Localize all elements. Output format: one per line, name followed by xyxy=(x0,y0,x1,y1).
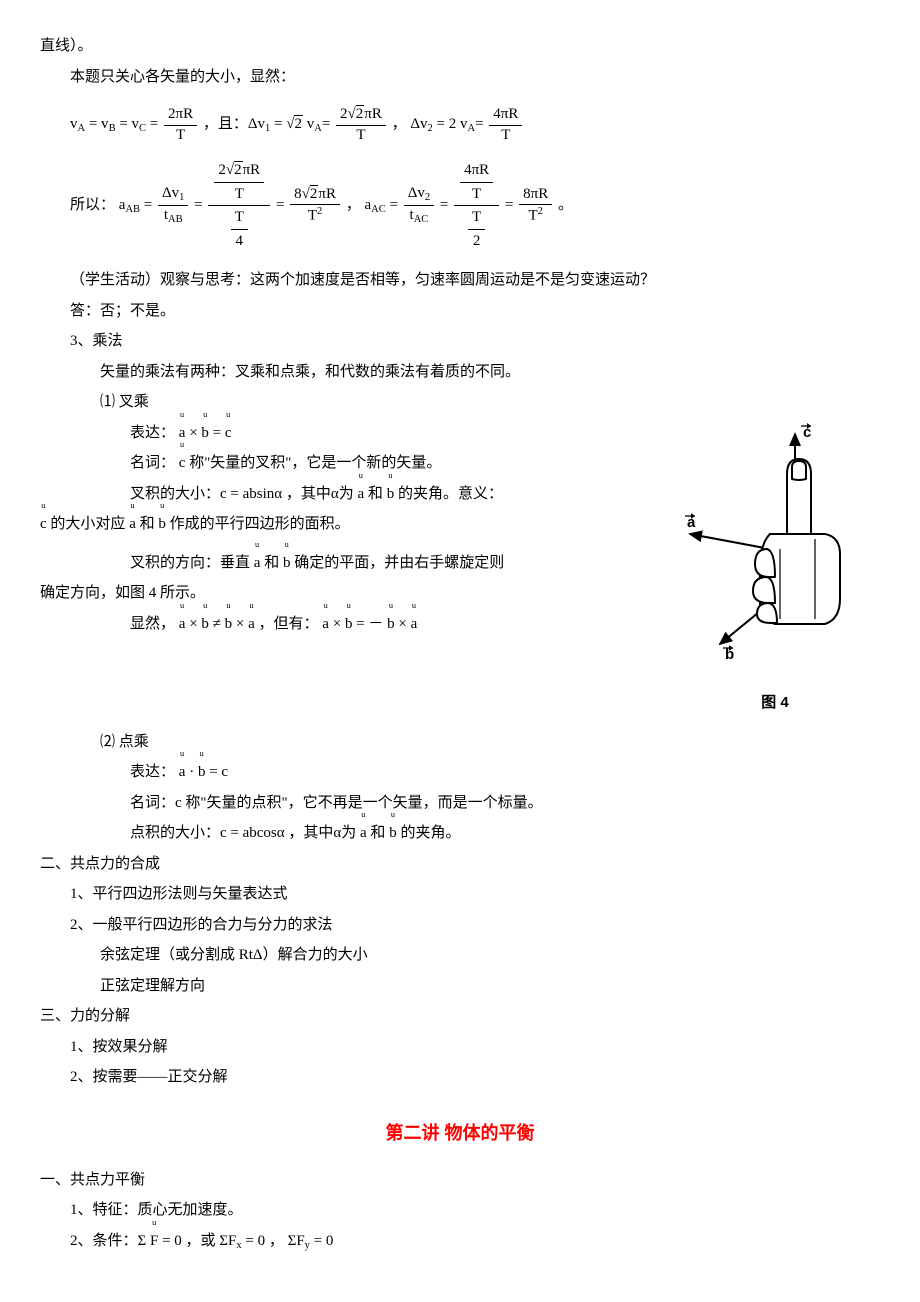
sec2-1: 1、平行四边形法则与矢量表达式 xyxy=(40,880,880,909)
line-intro: 本题只关心各矢量的大小，显然： xyxy=(40,63,880,92)
sec2-2: 2、一般平行四边形的合力与分力的求法 xyxy=(40,911,880,940)
sec2-2a: 余弦定理（或分割成 RtΔ）解合力的大小 xyxy=(40,941,880,970)
sec2: 二、共点力的合成 xyxy=(40,850,880,879)
line-activity: （学生活动）观察与思考：这两个加速度是否相等，匀速率圆周运动是不是匀变速运动？ xyxy=(40,266,880,295)
line-mult-desc: 矢量的乘法有两种：叉乘和点乘，和代数的乘法有着质的不同。 xyxy=(40,358,880,387)
sec4-1: 1、特征：质心无加速度。 xyxy=(40,1196,880,1225)
dot-magnitude: 点积的大小：c = abcosα ，其中α为 ua 和 ub 的夹角。 xyxy=(40,819,880,848)
label-so: 所以： xyxy=(70,197,115,213)
sec4-2: 2、条件：Σ uF = 0 ，或 ΣFx = 0 ， ΣFy = 0 xyxy=(40,1227,880,1256)
line-mult: 3、乘法 xyxy=(40,327,880,356)
sec3-2: 2、按需要——正交分解 xyxy=(40,1063,880,1092)
line-cross-heading: ⑴ 叉乘 xyxy=(40,388,880,417)
dot-expression: 表达： ua · ub = c xyxy=(40,758,880,787)
lecture-2-title: 第二讲 物体的平衡 xyxy=(40,1116,880,1150)
dot-term: 名词：c 称"矢量的点积"，它不再是一个矢量，而是一个标量。 xyxy=(40,789,880,818)
sec3: 三、力的分解 xyxy=(40,1002,880,1031)
line-answer: 答：否；不是。 xyxy=(40,297,880,326)
equation-velocity: vA = vB = vC = 2πRT ，且：Δv1 = 2 vA= 22πRT… xyxy=(70,105,880,145)
figure-4: c a b 图 4 xyxy=(670,419,880,718)
sec3-1: 1、按效果分解 xyxy=(40,1033,880,1062)
equation-acceleration: 所以： aAB = Δv1tAB = 22πRT T4 = 82πRT2 ， a… xyxy=(70,159,880,252)
dot-heading: ⑵ 点乘 xyxy=(40,728,880,757)
hand-rule-svg: c a b xyxy=(675,419,875,679)
sec4: 一、共点力平衡 xyxy=(40,1166,880,1195)
line-straight: 直线）。 xyxy=(40,32,880,61)
sec2-2b: 正弦定理解方向 xyxy=(40,972,880,1001)
figure-caption: 图 4 xyxy=(670,689,880,718)
